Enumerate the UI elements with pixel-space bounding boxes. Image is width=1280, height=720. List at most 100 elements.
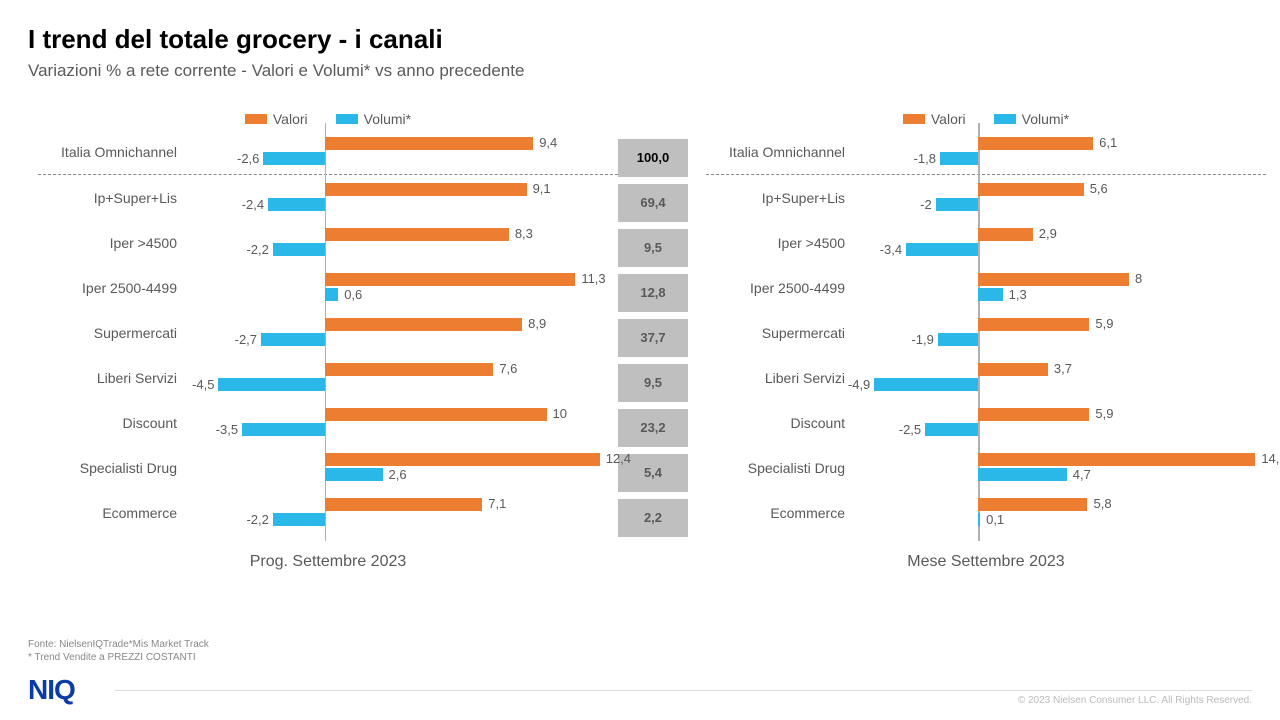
left-chart-rows: Italia Omnichannel9,4-2,6Ip+Super+Lis9,1… (38, 129, 618, 535)
valori-bar (978, 408, 1089, 421)
valori-value-label: 8,9 (528, 316, 546, 331)
valori-value-label: 10 (553, 406, 567, 421)
valori-value-label: 11,3 (581, 271, 605, 286)
swatch-volumi (336, 114, 358, 124)
row-plot: 8,9 -2,7 (183, 310, 613, 355)
chart-row: Italia Omnichannel6,1-1,8 (706, 129, 1266, 174)
volumi-value-label: 1,3 (1009, 287, 1027, 302)
valori-bar (325, 273, 575, 286)
swatch-volumi (994, 114, 1016, 124)
legend-valori: Valori (245, 111, 308, 127)
volumi-value-label: -2,4 (242, 197, 264, 212)
valori-value-label: 9,1 (533, 181, 551, 196)
share-badge: 2,2 (618, 499, 688, 537)
bottom-bar: NIQ © 2023 Nielsen Consumer LLC. All Rig… (28, 674, 1252, 706)
row-category-label: Iper >4500 (706, 235, 851, 251)
chart-row: Specialisti Drug12,42,6 (38, 445, 618, 490)
row-category-label: Ip+Super+Lis (38, 190, 183, 206)
valori-bar (978, 228, 1033, 241)
row-plot: 3,7 -4,9 (851, 355, 1261, 400)
volumi-bar (936, 198, 978, 211)
valori-bar (978, 453, 1255, 466)
right-chart-block: Valori Volumi* Italia Omnichannel6,1-1,8… (706, 111, 1266, 632)
row-plot: 7,1 -2,2 (183, 490, 613, 535)
volumi-value-label: -2 (920, 197, 932, 212)
legend-volumi-label: Volumi* (364, 111, 411, 127)
copyright-text: © 2023 Nielsen Consumer LLC. All Rights … (115, 690, 1252, 706)
chart-row: Iper 2500-449981,3 (706, 265, 1266, 310)
row-plot: 9,4-2,6 (183, 129, 613, 174)
charts-area: Valori Volumi* Italia Omnichannel9,4-2,6… (38, 111, 1252, 632)
chart-row: Ip+Super+Lis 9,1 -2,4 (38, 175, 618, 220)
volumi-bar (940, 152, 978, 165)
valori-value-label: 8 (1135, 271, 1142, 286)
right-chart-title: Mese Settembre 2023 (907, 553, 1064, 571)
chart-row: Iper 2500-4499 11,3 0,6 (38, 265, 618, 310)
valori-value-label: 5,8 (1093, 496, 1111, 511)
row-category-label: Supermercati (706, 325, 851, 341)
volumi-value-label: 4,7 (1073, 467, 1091, 482)
volumi-value-label: -2,7 (235, 332, 257, 347)
valori-value-label: 2,9 (1039, 226, 1057, 241)
valori-bar (325, 183, 527, 196)
volumi-bar (978, 468, 1067, 481)
valori-value-label: 7,6 (499, 361, 517, 376)
row-category-label: Ecommerce (38, 505, 183, 521)
row-plot: 6,1-1,8 (851, 129, 1261, 174)
legend-valori-label: Valori (273, 111, 308, 127)
legend-valori-label: Valori (931, 111, 966, 127)
row-category-label: Iper >4500 (38, 235, 183, 251)
volumi-bar (906, 243, 978, 256)
swatch-valori (903, 114, 925, 124)
row-plot: 5,8 0,1 (851, 490, 1261, 535)
row-category-label: Iper 2500-4499 (38, 280, 183, 296)
chart-row: Discount10-3,5 (38, 400, 618, 445)
valori-value-label: 12,4 (606, 451, 631, 466)
valori-value-label: 3,7 (1054, 361, 1072, 376)
row-category-label: Italia Omnichannel (38, 144, 183, 160)
volumi-value-label: -2,2 (246, 512, 268, 527)
row-category-label: Liberi Servizi (706, 370, 851, 386)
volumi-value-label: -4,9 (848, 377, 870, 392)
legend-volumi: Volumi* (994, 111, 1069, 127)
valori-value-label: 5,9 (1095, 316, 1113, 331)
valori-bar (978, 363, 1048, 376)
chart-row: Supermercati 8,9 -2,7 (38, 310, 618, 355)
volumi-bar (268, 198, 325, 211)
valori-value-label: 14,7 (1261, 451, 1280, 466)
valori-value-label: 7,1 (488, 496, 506, 511)
chart-row: Italia Omnichannel9,4-2,6 (38, 129, 618, 174)
valori-bar (978, 273, 1129, 286)
volumi-bar (325, 468, 383, 481)
volumi-value-label: 0,6 (344, 287, 362, 302)
share-badge: 37,7 (618, 319, 688, 357)
row-category-label: Specialisti Drug (38, 460, 183, 476)
volumi-value-label: 2,6 (389, 467, 407, 482)
row-category-label: Discount (38, 415, 183, 431)
volumi-bar (263, 152, 324, 165)
share-badge: 100,0 (618, 139, 688, 177)
valori-bar (978, 137, 1093, 150)
chart-row: Specialisti Drug14,74,7 (706, 445, 1266, 490)
row-plot: 81,3 (851, 265, 1261, 310)
zero-axis (325, 484, 327, 541)
chart-row: Ecommerce 7,1 -2,2 (38, 490, 618, 535)
row-plot: 7,6-4,5 (183, 355, 613, 400)
volumi-value-label: -2,6 (237, 151, 259, 166)
valori-bar (325, 137, 533, 150)
row-category-label: Supermercati (38, 325, 183, 341)
valori-value-label: 5,9 (1095, 406, 1113, 421)
chart-row: Ecommerce 5,8 0,1 (706, 490, 1266, 535)
volumi-value-label: -2,2 (246, 242, 268, 257)
row-plot: 14,74,7 (851, 445, 1261, 490)
row-category-label: Italia Omnichannel (706, 144, 851, 160)
row-category-label: Ip+Super+Lis (706, 190, 851, 206)
row-category-label: Ecommerce (706, 505, 851, 521)
niq-logo: NIQ (28, 674, 75, 706)
volumi-bar (938, 333, 978, 346)
valori-bar (978, 183, 1084, 196)
volumi-bar (242, 423, 325, 436)
volumi-bar (978, 513, 980, 526)
volumi-value-label: 0,1 (986, 512, 1004, 527)
share-badge: 9,5 (618, 229, 688, 267)
